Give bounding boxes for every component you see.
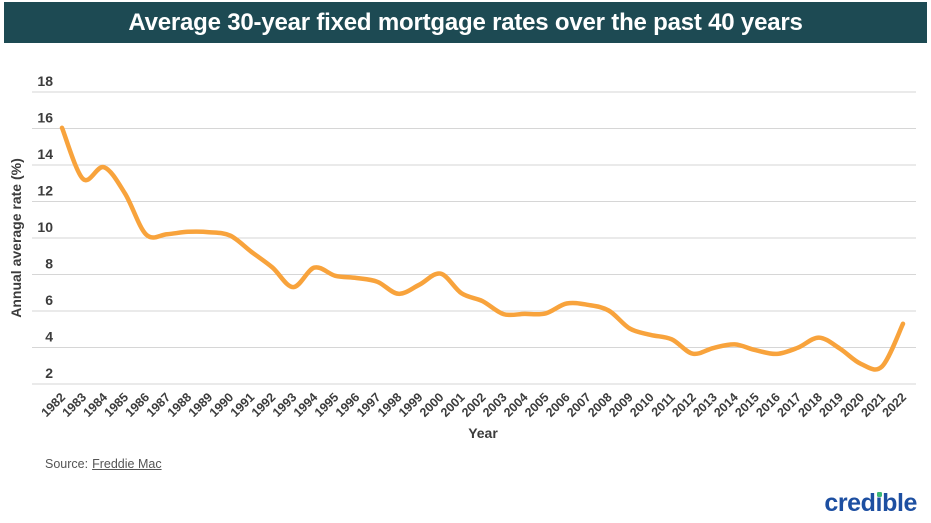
y-tick-label: 10 bbox=[37, 219, 53, 235]
x-axis-title: Year bbox=[468, 425, 498, 441]
chart-title: Average 30-year fixed mortgage rates ove… bbox=[128, 8, 803, 36]
source-link[interactable]: Freddie Mac bbox=[92, 457, 162, 471]
logo-i-dot bbox=[877, 492, 882, 497]
y-tick-label: 6 bbox=[45, 292, 53, 308]
credible-logo: credı ble bbox=[824, 489, 917, 518]
chart-title-bar: Average 30-year fixed mortgage rates ove… bbox=[4, 2, 927, 43]
y-tick-label: 14 bbox=[37, 146, 53, 162]
logo-text-before: cred bbox=[824, 489, 876, 517]
rate-line bbox=[59, 125, 906, 372]
logo-i-stem: ı bbox=[875, 489, 883, 517]
source-note: Source: Freddie Mac bbox=[45, 457, 162, 471]
source-prefix: Source: bbox=[45, 457, 89, 471]
y-axis-title: Annual average rate (%) bbox=[8, 158, 24, 318]
x-tick-label: 2022 bbox=[880, 390, 910, 420]
logo-letter-i: ı bbox=[876, 491, 883, 516]
y-tick-label: 16 bbox=[37, 110, 53, 126]
logo-text-after: ble bbox=[882, 489, 917, 517]
y-tick-label: 18 bbox=[37, 73, 53, 89]
y-tick-label: 12 bbox=[37, 183, 53, 199]
y-tick-label: 2 bbox=[45, 365, 53, 381]
y-tick-label: 4 bbox=[45, 329, 53, 345]
y-tick-label: 8 bbox=[45, 256, 53, 272]
